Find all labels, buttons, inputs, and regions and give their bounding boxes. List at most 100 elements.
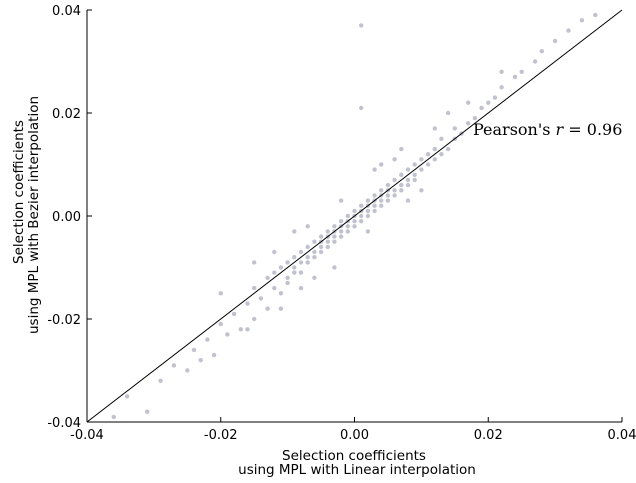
pearson-annotation: Pearson's r = 0.96 [473, 120, 622, 139]
data-point [338, 229, 344, 234]
y-axis-label-line2: using MPL with Bezier interpolation [26, 96, 42, 334]
y-tick-label: -0.02 [47, 313, 81, 328]
data-point [231, 311, 237, 317]
data-point [379, 162, 384, 167]
data-point [439, 136, 444, 141]
data-point [486, 100, 491, 105]
data-point [245, 327, 250, 332]
data-point [552, 38, 558, 44]
data-point [425, 152, 431, 157]
data-point [292, 229, 297, 234]
data-point [298, 260, 304, 265]
data-point [412, 172, 417, 177]
data-point [305, 255, 310, 260]
data-point [452, 126, 457, 131]
y-tick-label: 0.02 [52, 107, 81, 122]
data-point [372, 208, 377, 214]
x-tick-label: -0.04 [70, 428, 104, 443]
x-tick-label: -0.02 [204, 428, 238, 443]
data-point [332, 224, 337, 229]
pearson-prefix: Pearson's [473, 120, 556, 139]
x-ticks: -0.04 -0.02 0.00 0.02 0.04 [70, 417, 636, 443]
data-point [405, 177, 411, 183]
data-point [198, 358, 203, 363]
data-point [399, 188, 404, 193]
data-point [332, 265, 337, 270]
data-point [539, 49, 544, 54]
data-point [379, 198, 384, 203]
x-tick-label: 0.00 [340, 428, 369, 443]
data-point [278, 291, 284, 296]
data-point [312, 275, 317, 280]
data-point [519, 69, 524, 75]
data-point [419, 157, 424, 162]
data-point [365, 213, 371, 219]
data-point [325, 229, 330, 234]
pearson-value: = 0.96 [563, 120, 622, 139]
data-point [405, 198, 411, 203]
data-point [352, 219, 357, 224]
data-point [225, 332, 230, 337]
data-point [365, 198, 371, 203]
data-point [492, 95, 498, 100]
data-point [278, 306, 284, 311]
data-point [332, 239, 337, 244]
data-point [191, 347, 197, 353]
data-point [392, 157, 397, 162]
data-point [265, 306, 270, 311]
data-point [272, 270, 277, 275]
pearson-var: r [556, 120, 565, 139]
data-point [359, 203, 364, 208]
data-point [312, 239, 317, 244]
data-point [252, 285, 257, 291]
data-point [405, 167, 411, 172]
data-point [392, 188, 397, 193]
data-point [379, 188, 384, 193]
x-tick-label: 0.02 [474, 428, 503, 443]
data-point [145, 409, 150, 414]
data-point [272, 249, 277, 255]
data-point [472, 116, 478, 121]
data-point [158, 378, 163, 383]
data-point [499, 85, 504, 90]
data-point [359, 23, 364, 28]
data-point [445, 110, 451, 116]
data-point [432, 146, 437, 152]
data-point [445, 146, 451, 152]
data-point [325, 244, 330, 250]
data-point [305, 260, 310, 265]
data-point [365, 229, 371, 234]
data-point [318, 244, 324, 250]
data-point [345, 213, 350, 219]
data-point [419, 188, 424, 193]
identity-line [86, 9, 623, 423]
data-point [405, 182, 411, 188]
y-tick-label: 0.04 [52, 4, 81, 19]
data-point [245, 301, 250, 306]
data-point [566, 28, 571, 33]
data-point [292, 255, 297, 260]
data-point [419, 167, 424, 172]
data-point [579, 18, 585, 23]
data-point [432, 126, 437, 131]
data-point [298, 270, 304, 275]
data-point [372, 167, 377, 172]
data-point [392, 193, 397, 198]
data-point [466, 100, 471, 105]
data-point [412, 162, 417, 167]
data-point [211, 352, 217, 358]
data-point [305, 224, 310, 229]
data-point [593, 12, 598, 18]
data-point [285, 280, 290, 286]
data-point [345, 229, 350, 234]
data-point [292, 270, 297, 275]
data-point [298, 285, 304, 291]
data-point [412, 177, 417, 183]
data-point [318, 234, 324, 239]
data-point [392, 177, 397, 183]
data-point [399, 146, 404, 152]
data-point [385, 182, 391, 188]
data-point [352, 224, 357, 229]
data-point [352, 208, 357, 214]
data-point [532, 59, 538, 64]
